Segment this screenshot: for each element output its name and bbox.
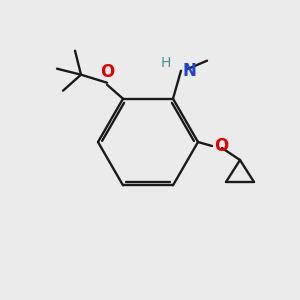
Text: O: O bbox=[214, 137, 228, 155]
Text: N: N bbox=[182, 62, 196, 80]
Text: O: O bbox=[100, 63, 114, 81]
Text: H: H bbox=[160, 56, 171, 70]
